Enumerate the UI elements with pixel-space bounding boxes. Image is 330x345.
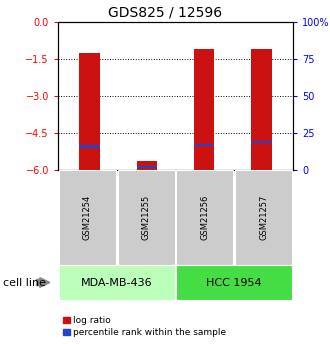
Text: GSM21255: GSM21255 <box>142 195 150 240</box>
Legend: log ratio, percentile rank within the sample: log ratio, percentile rank within the sa… <box>62 316 226 337</box>
Text: MDA-MB-436: MDA-MB-436 <box>81 277 152 287</box>
Bar <box>194 49 214 170</box>
Text: GSM21254: GSM21254 <box>83 195 92 240</box>
Text: HCC 1954: HCC 1954 <box>207 277 262 287</box>
Text: GSM21257: GSM21257 <box>259 195 268 240</box>
Bar <box>80 53 100 170</box>
Bar <box>80 145 100 148</box>
Text: GDS825 / 12596: GDS825 / 12596 <box>108 5 222 19</box>
Text: cell line: cell line <box>3 277 46 287</box>
Bar <box>137 166 157 168</box>
Bar <box>251 49 272 170</box>
Bar <box>194 144 214 146</box>
Text: GSM21256: GSM21256 <box>200 195 209 240</box>
Bar <box>251 141 272 143</box>
Bar <box>137 161 157 170</box>
